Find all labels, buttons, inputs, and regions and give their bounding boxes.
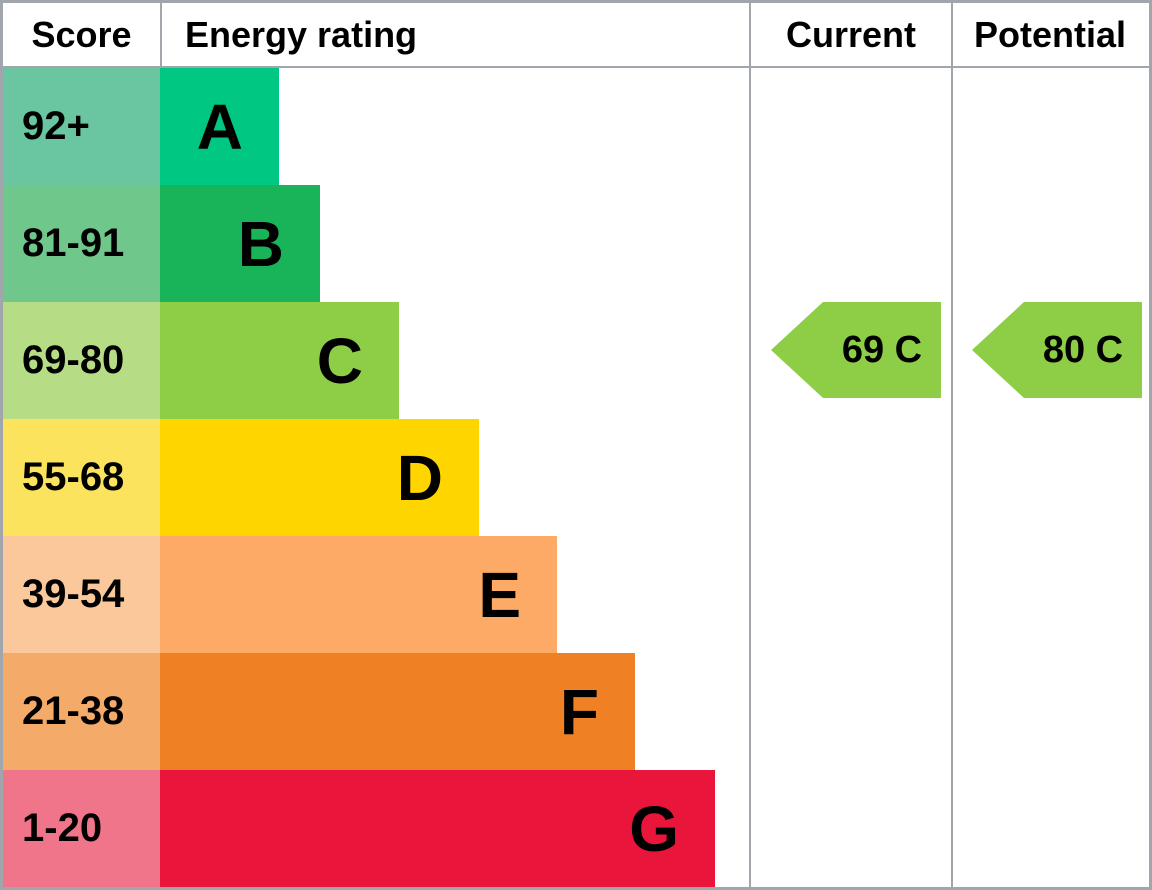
score-range-c: 69-80 xyxy=(3,302,160,419)
potential-column-divider xyxy=(951,3,953,887)
band-bar-g: G xyxy=(160,770,715,887)
current-column-divider xyxy=(749,3,751,887)
rating-band-row-g: 1-20 G xyxy=(3,770,1149,887)
band-letter-b: B xyxy=(237,207,284,280)
score-range-f: 21-38 xyxy=(3,653,160,770)
energy-rating-column-header: Energy rating xyxy=(185,13,418,55)
band-bar-f: F xyxy=(160,653,635,770)
chart-header: Score Energy rating Current Potential xyxy=(3,3,1149,68)
potential-rating-value: 80 C xyxy=(1042,328,1124,371)
current-column-header: Current xyxy=(785,13,916,55)
score-range-g: 1-20 xyxy=(3,770,160,887)
score-range-d: 55-68 xyxy=(3,419,160,536)
band-bar-e: E xyxy=(160,536,557,653)
band-bar-d: D xyxy=(160,419,479,536)
rating-band-row-c: 69-80 C xyxy=(3,302,1149,419)
band-bar-a: A xyxy=(160,68,279,185)
score-range-b: 81-91 xyxy=(3,185,160,302)
band-letter-f: F xyxy=(559,675,599,748)
rating-band-row-f: 21-38 F xyxy=(3,653,1149,770)
score-range-a: 92+ xyxy=(3,68,160,185)
left-arrow-shape-icon xyxy=(972,302,1142,398)
score-range-e: 39-54 xyxy=(3,536,160,653)
potential-rating-marker: 80 C xyxy=(972,302,1142,398)
score-column-header: Score xyxy=(3,3,162,66)
current-rating-value: 69 C xyxy=(841,328,923,371)
left-arrow-shape-icon xyxy=(771,302,941,398)
rating-band-row-e: 39-54 E xyxy=(3,536,1149,653)
band-letter-c: C xyxy=(316,324,363,397)
band-letter-e: E xyxy=(478,558,521,631)
rating-bands: 92+ A 81-91 B 69-80 C 55-68 D 39-54 E 21-38 F 1-20 G xyxy=(3,68,1149,887)
band-bar-b: B xyxy=(160,185,320,302)
potential-column-header: Potential xyxy=(973,13,1126,55)
rating-band-row-b: 81-91 B xyxy=(3,185,1149,302)
band-letter-g: G xyxy=(629,792,679,865)
rating-band-row-d: 55-68 D xyxy=(3,419,1149,536)
current-rating-marker: 69 C xyxy=(771,302,941,398)
rating-band-row-a: 92+ A xyxy=(3,68,1149,185)
band-letter-a: A xyxy=(196,90,243,163)
band-letter-d: D xyxy=(396,441,443,514)
band-bar-c: C xyxy=(160,302,399,419)
